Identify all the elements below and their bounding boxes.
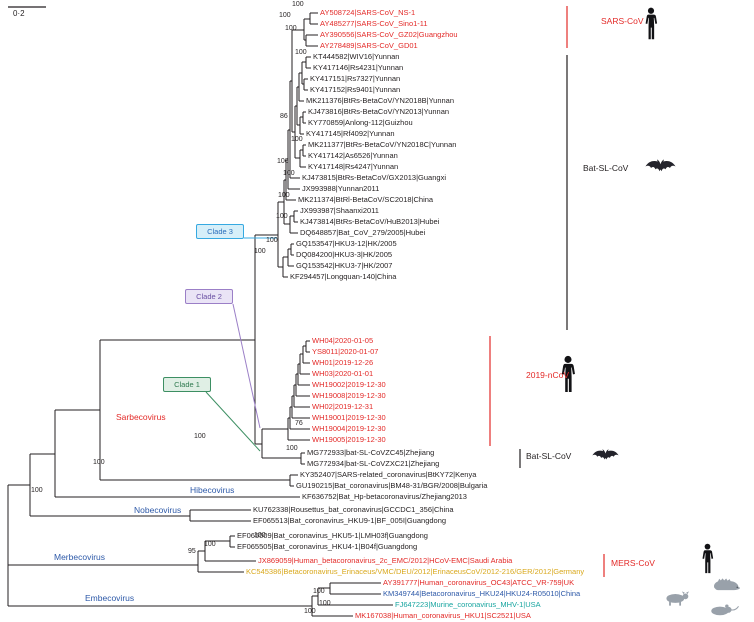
taxon-label: DQ084200|HKU3-3|HK/2005 [296,250,393,259]
taxon-label: AY278489|SARS-CoV_GD01 [320,41,418,50]
bootstrap-value: 100 [276,213,288,220]
taxon-label: MK211376|BtRs-BetaCoV/YN2018B|Yunnan [306,96,455,105]
genus-label: Sarbecovirus [116,412,166,422]
taxon-label: WH19005|2019-12-30 [312,435,386,444]
taxon-label: FJ647223|Murine_coronavirus_MHV-1|USA [395,600,541,609]
clade-box: Clade 1 [163,377,211,392]
bootstrap-value: 100 [31,487,43,494]
bootstrap-value: 100 [93,459,105,466]
taxon-label: WH19002|2019-12-30 [312,380,386,389]
bootstrap-value: 100 [313,588,325,595]
bootstrap-value: 100 [304,608,316,615]
bootstrap-value: 76 [295,420,303,427]
bootstrap-value: 100 [286,445,298,452]
taxon-label: WH04|2020-01-05 [312,336,374,345]
taxon-label: MK167038|Human_coronavirus_HKU1|SC2521|U… [355,611,531,620]
taxon-label: YS8011|2020-01-07 [312,347,379,356]
genus-label: Merbecovirus [54,552,106,562]
bat-icon [645,159,676,172]
taxon-label: KY417145|Rf4092|Yunnan [306,129,395,138]
taxon-label: WH01|2019-12-26 [312,358,374,367]
taxon-label: KF294457|Longquan-140|China [290,272,397,281]
mouse-icon [710,604,739,616]
virus-group-label: MERS-CoV [611,558,655,568]
bootstrap-value: 100 [285,25,297,32]
taxon-label: KT444582|WIV16|Yunnan [313,52,400,61]
taxon-label: KJ473816|BtRs-BetaCoV/YN2013|Yunnan [308,107,450,116]
genus-label: Embecovirus [85,593,135,603]
bootstrap-value: 100 [254,532,266,539]
taxon-label: KJ473814|BtRs-BetaCoV/HuB2013|Hubei [300,217,440,226]
taxon-label: MG772934|bat-SL-CoVZXC21|Zhejiang [307,459,440,468]
genus-label: Hibecovirus [190,485,235,495]
taxon-label: WH19004|2019-12-30 [312,424,386,433]
clade-connector [232,303,261,429]
taxon-label: GQ153542|HKU3-7|HK/2007 [296,261,393,270]
taxon-label: KM349744|Betacoronavirus_HKU24|HKU24-R05… [383,589,581,598]
bootstrap-value: 100 [283,170,295,177]
taxon-label: KU762338|Rousettus_bat_coronavirus|GCCDC… [253,505,454,514]
taxon-label: KY770859|Anlong-112|Guizhou [308,118,413,127]
bootstrap-value: 100 [292,1,304,8]
bootstrap-value: 100 [278,192,290,199]
taxon-label: EF065513|Bat_coronavirus_HKU9-1|BF_005I|… [253,516,447,525]
hedgehog-icon [714,578,740,591]
taxon-label: KY417148|Rs4247|Yunnan [308,162,399,171]
taxon-label: AY391777|Human_coronavirus_OC43|ATCC_VR-… [383,578,575,587]
bootstrap-value: 86 [280,113,288,120]
genus-label: Nobecovirus [134,505,182,515]
virus-group-label: Bat-SL-CoV [583,163,629,173]
bootstrap-value: 95 [188,548,196,555]
bootstrap-value: 100 [279,12,291,19]
taxon-label: KY417146|Rs4231|Yunnan [313,63,404,72]
clade-box: Clade 2 [185,289,233,304]
taxon-label: KC545386|Betacoronavirus_Erinaceus/VMC/D… [246,567,585,576]
taxon-label: JX993987|Shaanxi2011 [300,206,379,215]
taxon-label: JX993988|Yunnan2011 [302,184,380,193]
taxon-label: DQ648857|Bat_CoV_279/2005|Hubei [300,228,426,237]
human-icon [702,543,714,574]
taxon-label: AY485277|SARS-CoV_Sino1-11 [320,19,428,28]
taxon-label: MK211377|BtRs-BetaCoV/YN2018C|Yunnan [308,140,457,149]
taxon-label: EF065505|Bat_coronavirus_HKU4-1|B04f|Gua… [237,542,418,551]
taxon-label: WH03|2020-01-01 [312,369,374,378]
taxon-label: KY417152|Rs9401|Yunnan [310,85,401,94]
taxon-label: AY508724|SARS-CoV_NS-1 [320,8,416,17]
taxon-label: WH02|2019-12-31 [312,402,374,411]
taxon-label: KY352407|SARS-related_coronavirus|BtKY72… [300,470,477,479]
taxon-label: MG772933|bat-SL-CoVZC45|Zhejiang [307,448,435,457]
taxon-label: WH19008|2019-12-30 [312,391,386,400]
taxon-label: EF065509|Bat_coronavirus_HKU5-1|LMH03f|G… [237,531,428,540]
virus-group-label: 2019-nCoV [526,370,570,380]
scale-bar-label: 0·2 [13,9,25,18]
bootstrap-value: 100 [254,248,266,255]
human-icon [645,7,658,40]
taxon-label: WH19001|2019-12-30 [312,413,386,422]
taxon-label: KJ473815|BtRs-BetaCoV/GX2013|Guangxi [302,173,446,182]
taxon-label: KF636752|Bat_Hp-betacoronavirus/Zhejiang… [302,492,467,501]
taxon-label: KY417142|As6526|Yunnan [308,151,398,160]
taxon-label: GU190215|Bat_coronavirus|BM48-31/BGR/200… [296,481,488,490]
taxon-label: MK211374|BtRl-BetaCoV/SC2018|China [298,195,434,204]
taxon-label: KY417151|Rs7327|Yunnan [310,74,401,83]
bootstrap-value: 100 [291,136,303,143]
bootstrap-value: 100 [319,600,331,607]
taxon-label: JX869059|Human_betacoronavirus_2c_EMC/20… [258,556,513,565]
clade-box: Clade 3 [196,224,244,239]
bat-icon [592,449,619,460]
bootstrap-value: 100 [194,433,206,440]
bootstrap-value: 100 [277,158,289,165]
virus-group-label: Bat-SL-CoV [526,451,572,461]
taxon-label: GQ153547|HKU3-12|HK/2005 [296,239,397,248]
cattle-icon [666,591,690,606]
taxon-label: AY390556|SARS-CoV_GZ02|Guangzhou [320,30,458,39]
virus-group-label: SARS-CoV [601,16,644,26]
bootstrap-value: 100 [204,541,216,548]
bootstrap-value: 100 [266,237,278,244]
clade-connector [205,391,261,452]
bootstrap-value: 100 [295,49,307,56]
